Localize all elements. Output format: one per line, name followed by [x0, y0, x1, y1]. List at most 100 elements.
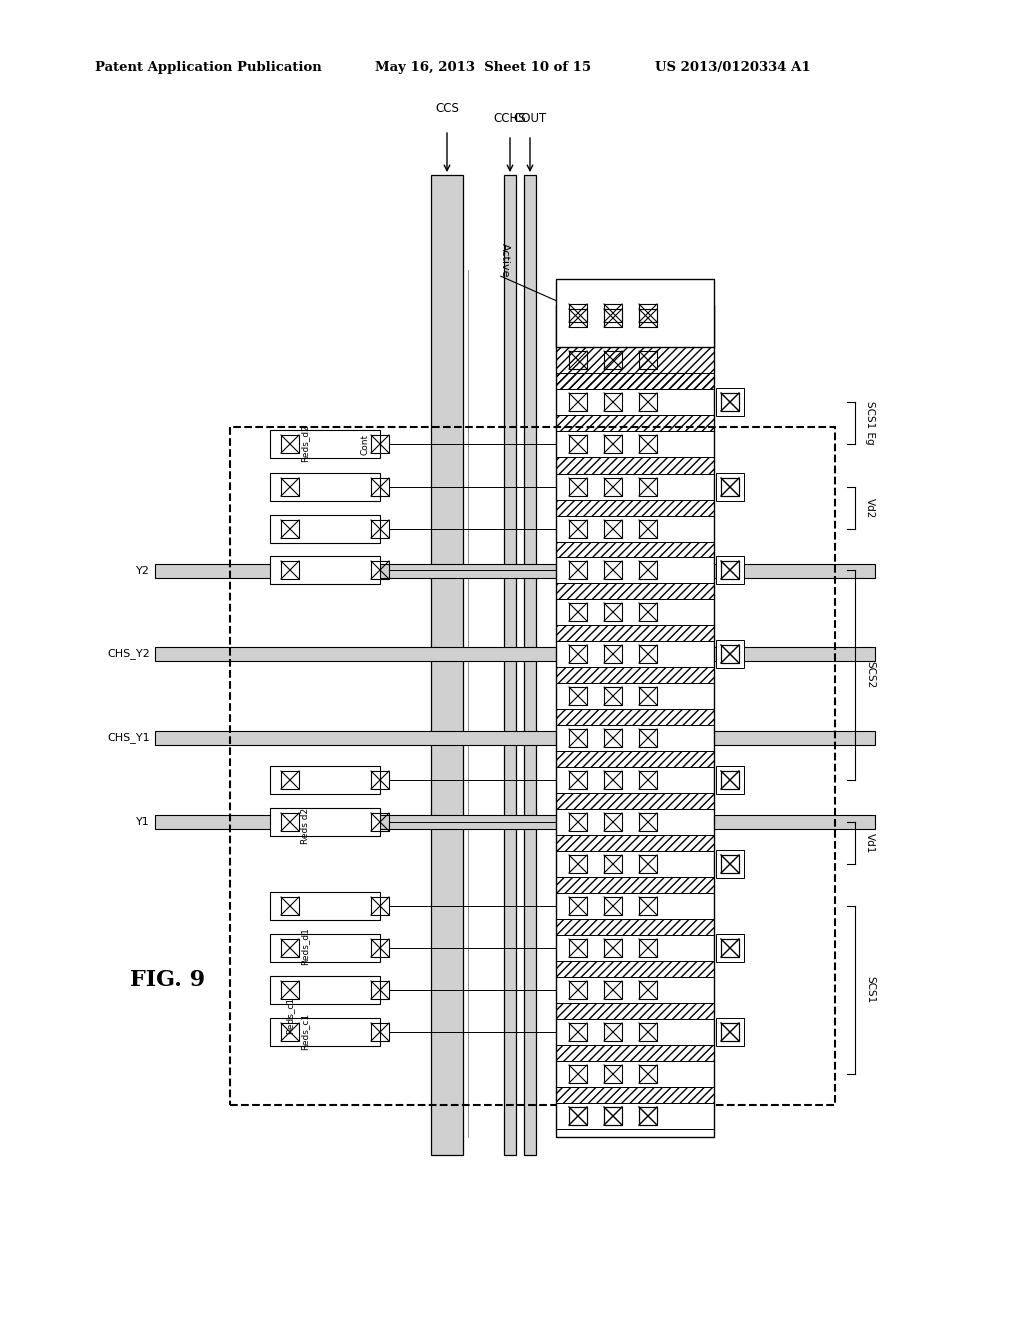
Bar — [569, 603, 587, 620]
Bar — [155, 731, 874, 744]
Bar — [556, 347, 714, 374]
Bar — [556, 961, 714, 977]
Bar — [281, 478, 299, 496]
Bar — [556, 667, 714, 682]
Bar — [556, 432, 714, 457]
Bar — [281, 898, 299, 915]
Bar — [639, 520, 657, 539]
Bar — [604, 898, 622, 915]
Bar — [639, 771, 657, 789]
Bar — [556, 894, 714, 919]
Bar — [639, 939, 657, 957]
Bar — [604, 855, 622, 873]
Bar — [639, 855, 657, 873]
Bar — [716, 556, 744, 583]
Text: Reds d2: Reds d2 — [300, 808, 309, 843]
Bar — [556, 1104, 714, 1129]
Bar — [155, 564, 874, 578]
Bar — [716, 850, 744, 878]
Bar — [504, 176, 516, 1155]
Bar — [556, 543, 714, 557]
Text: SCS1: SCS1 — [865, 977, 874, 1003]
Bar — [569, 478, 587, 496]
Text: Patent Application Publication: Patent Application Publication — [95, 61, 322, 74]
Bar — [556, 1003, 714, 1019]
Bar — [270, 935, 380, 962]
Bar — [639, 1107, 657, 1125]
Bar — [270, 766, 380, 795]
Bar — [371, 1023, 389, 1041]
Bar — [270, 473, 380, 502]
Bar — [721, 1023, 739, 1041]
Bar — [281, 939, 299, 957]
Bar — [371, 898, 389, 915]
Bar — [270, 892, 380, 920]
Bar — [556, 1086, 714, 1104]
Bar — [230, 426, 835, 1105]
Bar — [556, 1061, 714, 1086]
Bar — [721, 561, 739, 579]
Text: Reds_d2: Reds_d2 — [300, 424, 309, 462]
Bar — [371, 561, 389, 579]
Bar — [721, 771, 739, 789]
Bar — [604, 939, 622, 957]
Bar — [155, 814, 874, 829]
Bar — [569, 771, 587, 789]
Bar — [556, 642, 714, 667]
Bar — [716, 640, 744, 668]
Bar — [556, 935, 714, 961]
Bar — [639, 898, 657, 915]
Bar — [270, 430, 380, 458]
Text: CCHS: CCHS — [494, 112, 526, 125]
Bar — [556, 305, 714, 331]
Bar — [721, 478, 739, 496]
Bar — [604, 771, 622, 789]
Bar — [556, 919, 714, 935]
Bar — [604, 393, 622, 411]
Bar — [371, 520, 389, 539]
Bar — [569, 1107, 587, 1125]
Bar — [569, 436, 587, 453]
Text: SCS1 Eg: SCS1 Eg — [865, 401, 874, 445]
Bar — [604, 981, 622, 999]
Text: Cont: Cont — [360, 434, 370, 455]
Bar — [281, 771, 299, 789]
Bar — [556, 414, 714, 432]
Bar — [281, 981, 299, 999]
Bar — [639, 478, 657, 496]
Bar — [639, 1023, 657, 1041]
Bar — [569, 981, 587, 999]
Bar — [556, 682, 714, 709]
Bar — [721, 771, 739, 789]
Bar — [721, 561, 739, 579]
Text: SCS2: SCS2 — [865, 661, 874, 689]
Bar — [556, 977, 714, 1003]
Text: CHS_Y2: CHS_Y2 — [108, 648, 150, 660]
Bar — [639, 393, 657, 411]
Bar — [604, 478, 622, 496]
Bar — [604, 1107, 622, 1125]
Bar — [556, 374, 714, 389]
Bar — [556, 751, 714, 767]
Bar — [556, 624, 714, 642]
Bar — [556, 389, 714, 414]
Text: Y1: Y1 — [136, 817, 150, 828]
Bar — [556, 836, 714, 851]
Text: CHS_Y1: CHS_Y1 — [108, 733, 150, 743]
Bar — [270, 975, 380, 1005]
Bar — [604, 561, 622, 579]
Bar — [569, 855, 587, 873]
Text: Vd2: Vd2 — [865, 498, 874, 519]
Text: FIG. 9: FIG. 9 — [130, 969, 205, 991]
Bar — [721, 478, 739, 496]
Bar — [556, 331, 714, 347]
Bar — [281, 436, 299, 453]
Bar — [556, 851, 714, 876]
Bar — [569, 561, 587, 579]
Bar — [281, 561, 299, 579]
Bar — [639, 304, 657, 322]
Text: Reds_d1: Reds_d1 — [300, 927, 309, 965]
Bar — [721, 939, 739, 957]
Bar — [270, 515, 380, 543]
Bar — [569, 1065, 587, 1082]
